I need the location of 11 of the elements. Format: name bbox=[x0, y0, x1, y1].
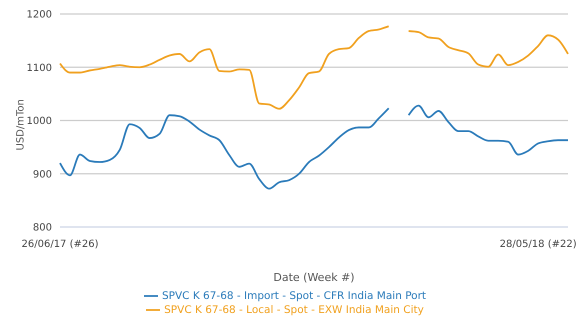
y-tick-label: 1200 bbox=[26, 10, 52, 21]
legend-label: SPVC K 67-68 - Local - Spot - EXW India Main City bbox=[164, 304, 424, 316]
y-axis-title: USD/mTon bbox=[16, 99, 27, 150]
y-tick-label: 900 bbox=[32, 169, 52, 180]
y-tick-label: 1000 bbox=[26, 116, 52, 128]
legend-label: SPVC K 67-68 - Import - Spot - CFR India Main Port bbox=[162, 290, 426, 302]
x-tick-label: 26/06/17 (#26) bbox=[22, 239, 99, 250]
y-tick-label: 1100 bbox=[26, 62, 52, 74]
y-tick-label: 800 bbox=[32, 222, 52, 234]
x-tick-label: 28/05/18 (#22) bbox=[500, 239, 576, 250]
x-axis-title: Date (Week #) bbox=[273, 271, 355, 284]
